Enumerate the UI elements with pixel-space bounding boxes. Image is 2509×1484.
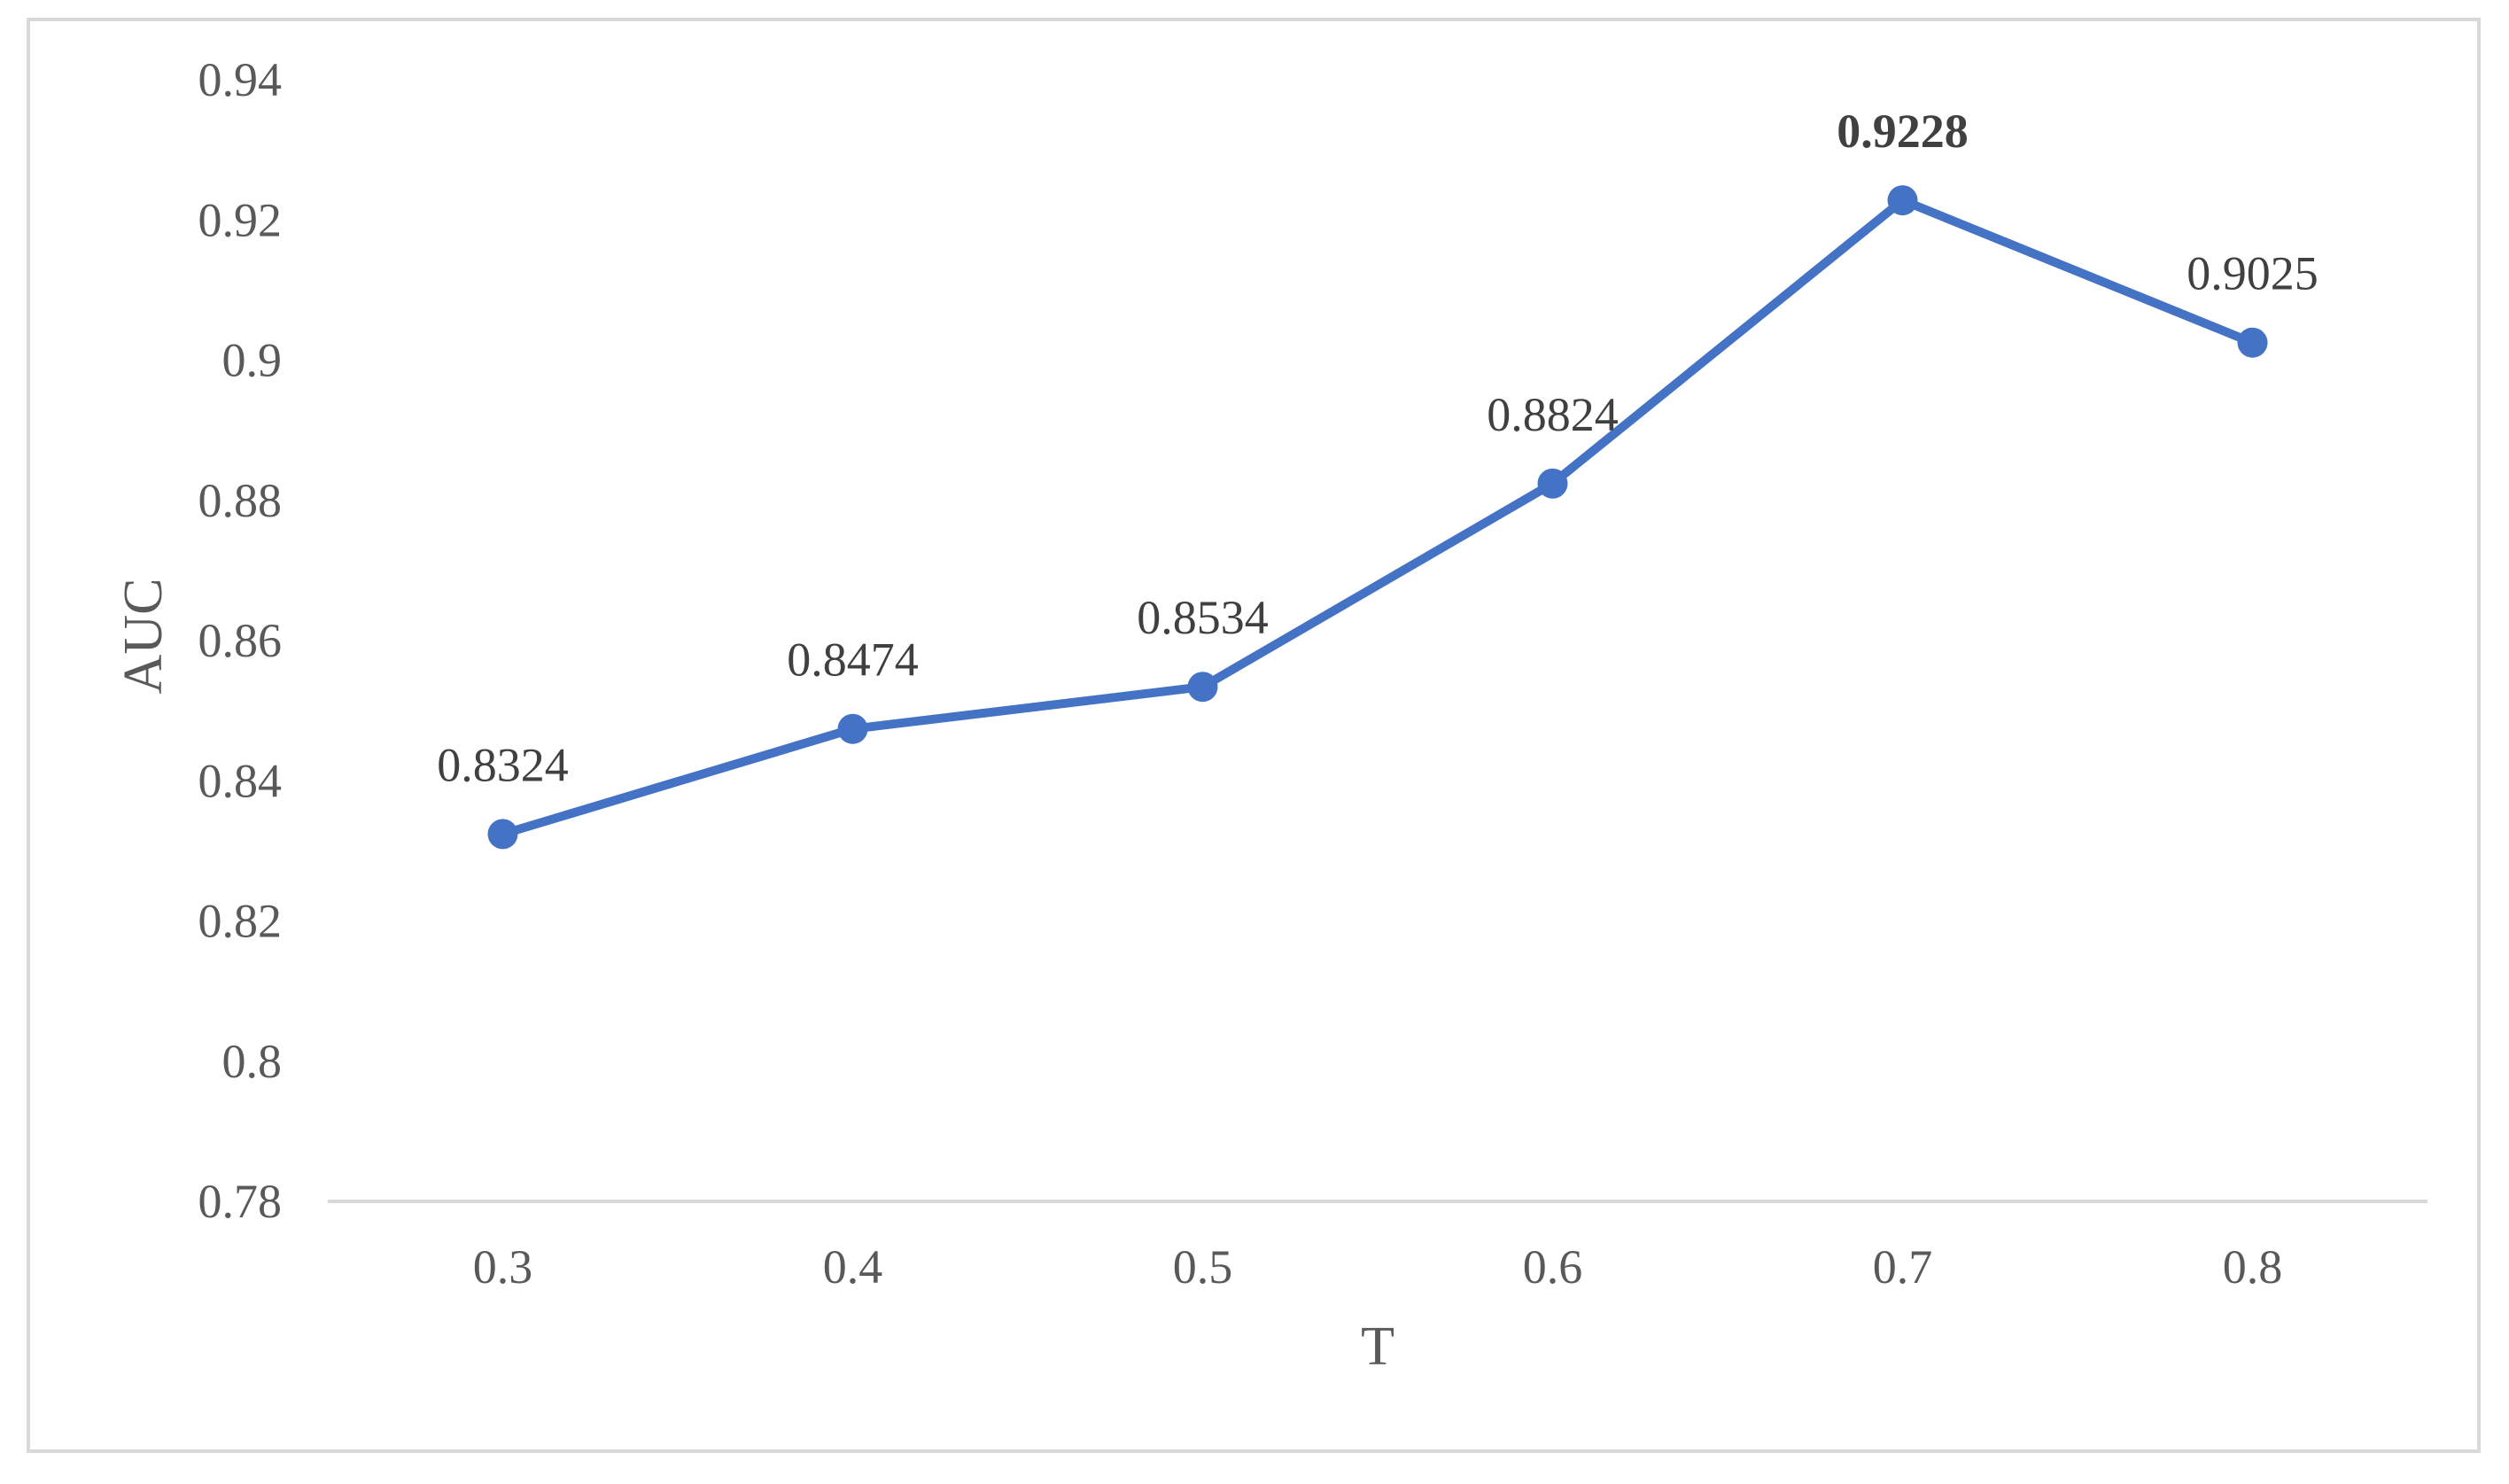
data-label: 0.9228	[1837, 105, 1969, 158]
x-tick-label: 0.8	[2223, 1240, 2283, 1294]
y-tick-label: 0.94	[198, 53, 283, 106]
data-point	[2237, 327, 2268, 358]
data-point	[1187, 672, 1218, 703]
chart-frame	[27, 18, 2481, 1453]
y-axis-title: AUC	[113, 579, 174, 695]
y-tick-label: 0.88	[198, 474, 283, 527]
x-tick-label: 0.5	[1173, 1240, 1233, 1294]
data-point	[837, 713, 868, 744]
data-label: 0.8474	[787, 633, 919, 687]
data-label: 0.9025	[2187, 247, 2319, 300]
x-tick-label: 0.6	[1523, 1240, 1583, 1294]
data-label: 0.8824	[1487, 388, 1619, 441]
x-axis-title: T	[1361, 1317, 1394, 1377]
x-tick-label: 0.7	[1873, 1240, 1933, 1294]
data-labels: 0.8324 0.8474 0.8534 0.8824 0.9228 0.9025	[437, 105, 2319, 791]
y-axis-tick-labels: 0.78 0.8 0.82 0.84 0.86 0.88 0.9 0.92 0.94	[198, 53, 283, 1228]
y-tick-label: 0.8	[222, 1035, 283, 1088]
data-label: 0.8324	[437, 738, 569, 791]
y-tick-label: 0.86	[198, 614, 283, 667]
series-line	[498, 196, 2257, 839]
y-tick-label: 0.92	[198, 193, 283, 246]
y-tick-label: 0.82	[198, 895, 283, 948]
x-tick-label: 0.3	[473, 1240, 533, 1294]
x-axis-tick-labels: 0.3 0.4 0.5 0.6 0.7 0.8	[473, 1240, 2283, 1294]
data-point	[487, 819, 518, 850]
data-point	[1537, 468, 1568, 499]
x-tick-label: 0.4	[823, 1240, 883, 1294]
y-tick-label: 0.84	[198, 754, 283, 807]
data-label: 0.8534	[1137, 591, 1269, 644]
y-tick-label: 0.9	[222, 334, 283, 387]
data-points	[487, 185, 2268, 850]
y-tick-label: 0.78	[198, 1175, 283, 1228]
data-point	[1887, 185, 1918, 216]
